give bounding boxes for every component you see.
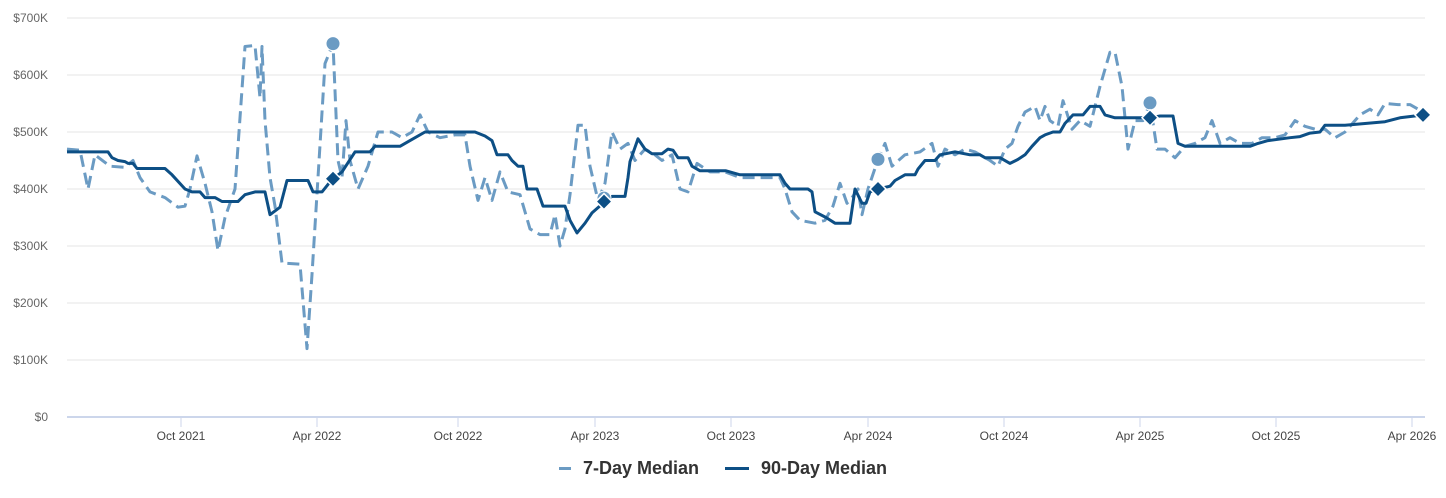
x-tick-label: Oct 2025: [1252, 429, 1301, 443]
diamond-marker-icon[interactable]: [1140, 108, 1160, 127]
x-tick-label: Apr 2026: [1388, 429, 1437, 443]
y-tick-label: $0: [35, 410, 49, 424]
diamond-marker-icon[interactable]: [594, 192, 614, 211]
y-tick-label: $500K: [13, 125, 48, 139]
legend-item-7-day-median[interactable]: 7-Day Median: [558, 458, 699, 479]
series-lines[interactable]: [66, 42, 1425, 351]
ninety-day-median-line[interactable]: [67, 104, 1425, 235]
data-markers[interactable]: [323, 36, 1433, 211]
legend: 7-Day Median 90-Day Median: [0, 458, 1446, 479]
y-tick-label: $100K: [13, 353, 48, 367]
diamond-marker-icon[interactable]: [868, 179, 888, 199]
circle-marker-icon[interactable]: [325, 36, 341, 52]
diamond-marker-icon[interactable]: [323, 169, 343, 188]
solid-line-swatch-icon: [725, 467, 749, 470]
legend-label: 90-Day Median: [761, 458, 888, 478]
x-tick-label: Oct 2024: [980, 429, 1029, 443]
x-tick-label: Apr 2022: [293, 429, 342, 443]
circle-marker-icon[interactable]: [870, 151, 886, 167]
x-tick-label: Oct 2021: [157, 429, 206, 443]
x-tick-label: Oct 2023: [707, 429, 756, 443]
legend-item-90-day-median[interactable]: 90-Day Median: [725, 458, 887, 479]
y-tick-label: $300K: [13, 239, 48, 253]
y-axis-labels: $0 $100K $200K $300K $400K $500K $600K $700K: [13, 11, 48, 424]
x-tick-label: Apr 2024: [844, 429, 893, 443]
gridlines: [67, 17, 1425, 361]
x-tick-label: Oct 2022: [434, 429, 483, 443]
x-axis-labels: Oct 2021 Apr 2022 Oct 2022 Apr 2023 Oct 2023…: [157, 417, 1437, 443]
circle-marker-icon[interactable]: [1142, 95, 1158, 111]
dashed-line-swatch-icon: [558, 467, 571, 470]
legend-label: 7-Day Median: [582, 458, 699, 478]
y-tick-label: $400K: [13, 182, 48, 196]
x-tick-label: Apr 2025: [1116, 429, 1165, 443]
x-tick-label: Apr 2023: [571, 429, 620, 443]
y-tick-label: $700K: [13, 11, 48, 25]
diamond-marker-icon[interactable]: [1413, 105, 1433, 124]
y-tick-label: $600K: [13, 68, 48, 82]
y-tick-label: $200K: [13, 296, 48, 310]
